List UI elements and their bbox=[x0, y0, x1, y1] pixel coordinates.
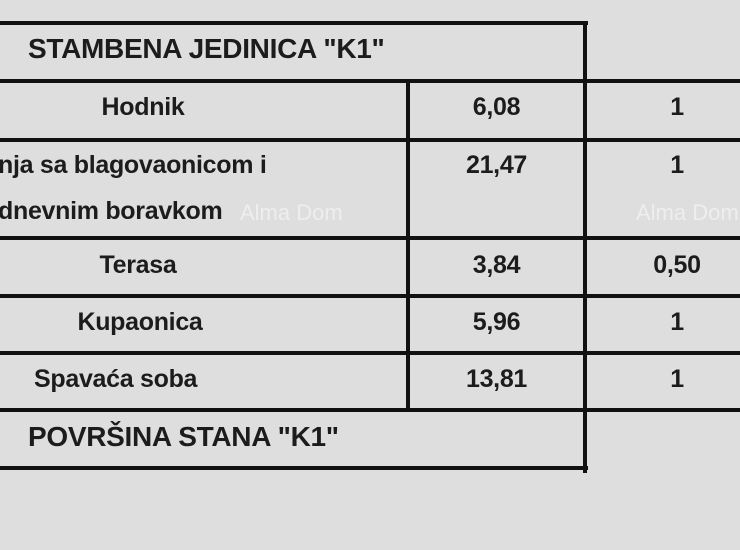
room-name: nja sa blagovaonicom i bbox=[0, 151, 267, 179]
room-name: Hodnik bbox=[101, 93, 185, 121]
room-area: 3,84 bbox=[472, 251, 521, 279]
watermark: Alma Dom bbox=[240, 200, 343, 225]
table-border bbox=[0, 138, 740, 142]
watermark: Alma Dom bbox=[636, 200, 739, 225]
room-area: 13,81 bbox=[465, 365, 528, 393]
room-coefficient: 1 bbox=[670, 365, 684, 393]
room-name: dnevnim boravkom bbox=[0, 197, 223, 225]
room-coefficient: 1 bbox=[670, 151, 684, 179]
room-name: Terasa bbox=[99, 251, 177, 279]
table-border bbox=[0, 351, 740, 355]
table-footer: POVRŠINA STANA "K1" bbox=[28, 421, 339, 452]
room-coefficient: 1 bbox=[670, 93, 684, 121]
table-border bbox=[0, 79, 740, 83]
table-border bbox=[0, 408, 740, 412]
room-name: Kupaonica bbox=[77, 308, 203, 336]
room-area: 21,47 bbox=[465, 151, 528, 179]
table-border bbox=[0, 294, 740, 298]
room-coefficient: 1 bbox=[670, 308, 684, 336]
table-border bbox=[406, 79, 410, 412]
table-border bbox=[0, 466, 588, 470]
table-border bbox=[0, 236, 740, 240]
room-name: Spavaća soba bbox=[34, 365, 198, 393]
table-border bbox=[583, 21, 587, 473]
room-area: 5,96 bbox=[472, 308, 521, 336]
room-coefficient: 0,50 bbox=[653, 251, 701, 279]
room-area: 6,08 bbox=[472, 93, 521, 121]
table-border bbox=[0, 21, 588, 25]
table-header: STAMBENA JEDINICA "K1" bbox=[28, 33, 385, 64]
